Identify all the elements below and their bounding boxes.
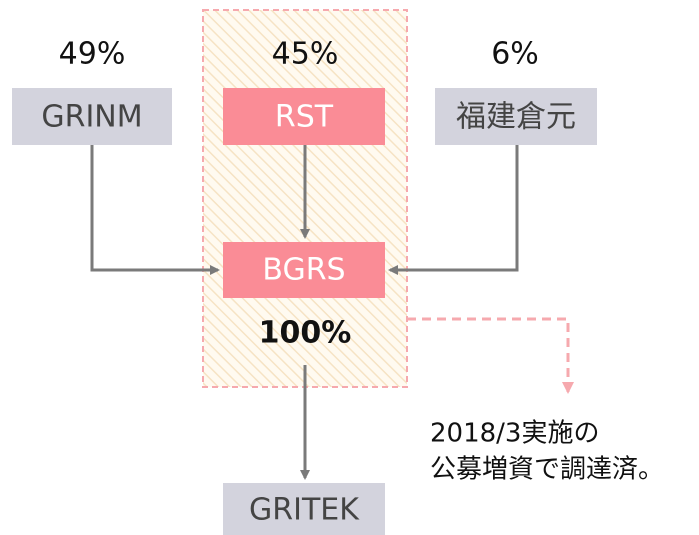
- node-box: [223, 242, 385, 298]
- node-box: [223, 483, 385, 535]
- node-box: [12, 88, 172, 145]
- arrow: [388, 145, 519, 275]
- note-line: 2018/3実施の: [430, 419, 599, 449]
- dashed-arrow: [407, 317, 574, 394]
- note-line: 公募増資で調達済。: [430, 455, 664, 485]
- node-label: RST: [275, 100, 334, 135]
- share-label: 100%: [259, 316, 352, 351]
- node-box: [435, 88, 597, 145]
- share-label: 6%: [491, 37, 539, 72]
- node-label: GRITEK: [249, 493, 360, 528]
- share-label: 49%: [59, 37, 126, 72]
- node-label: 福建倉元: [456, 100, 576, 135]
- arrow: [90, 145, 220, 275]
- node-label: BGRS: [262, 253, 345, 288]
- node-label: GRINM: [41, 100, 142, 135]
- share-label: 45%: [272, 37, 339, 72]
- node-box: [223, 88, 385, 145]
